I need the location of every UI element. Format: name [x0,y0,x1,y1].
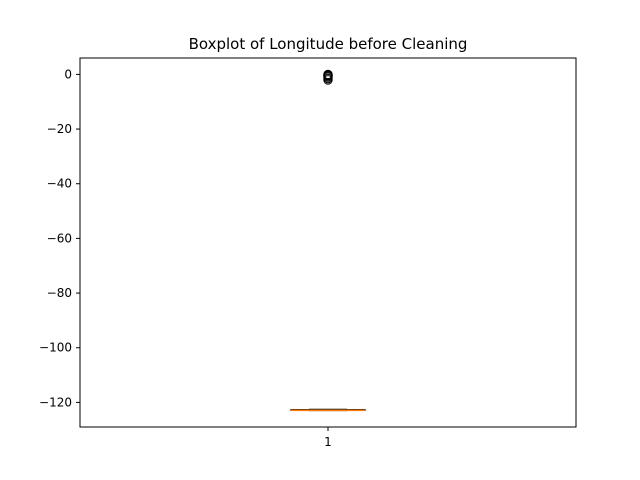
y-tick-label: 0 [64,67,72,81]
x-tick-label: 1 [324,435,332,449]
y-tick-label: −20 [47,122,72,136]
outlier-point [323,75,333,85]
y-tick-label: −100 [39,341,72,355]
y-tick-label: −40 [47,177,72,191]
y-tick-label: −60 [47,231,72,245]
y-tick-label: −120 [39,395,72,409]
plot-area: 0 −20 −40 −60 −80 −100 −120 1 [39,57,577,449]
y-tick-label: −80 [47,286,72,300]
chart-title: Boxplot of Longitude before Cleaning [189,35,468,53]
